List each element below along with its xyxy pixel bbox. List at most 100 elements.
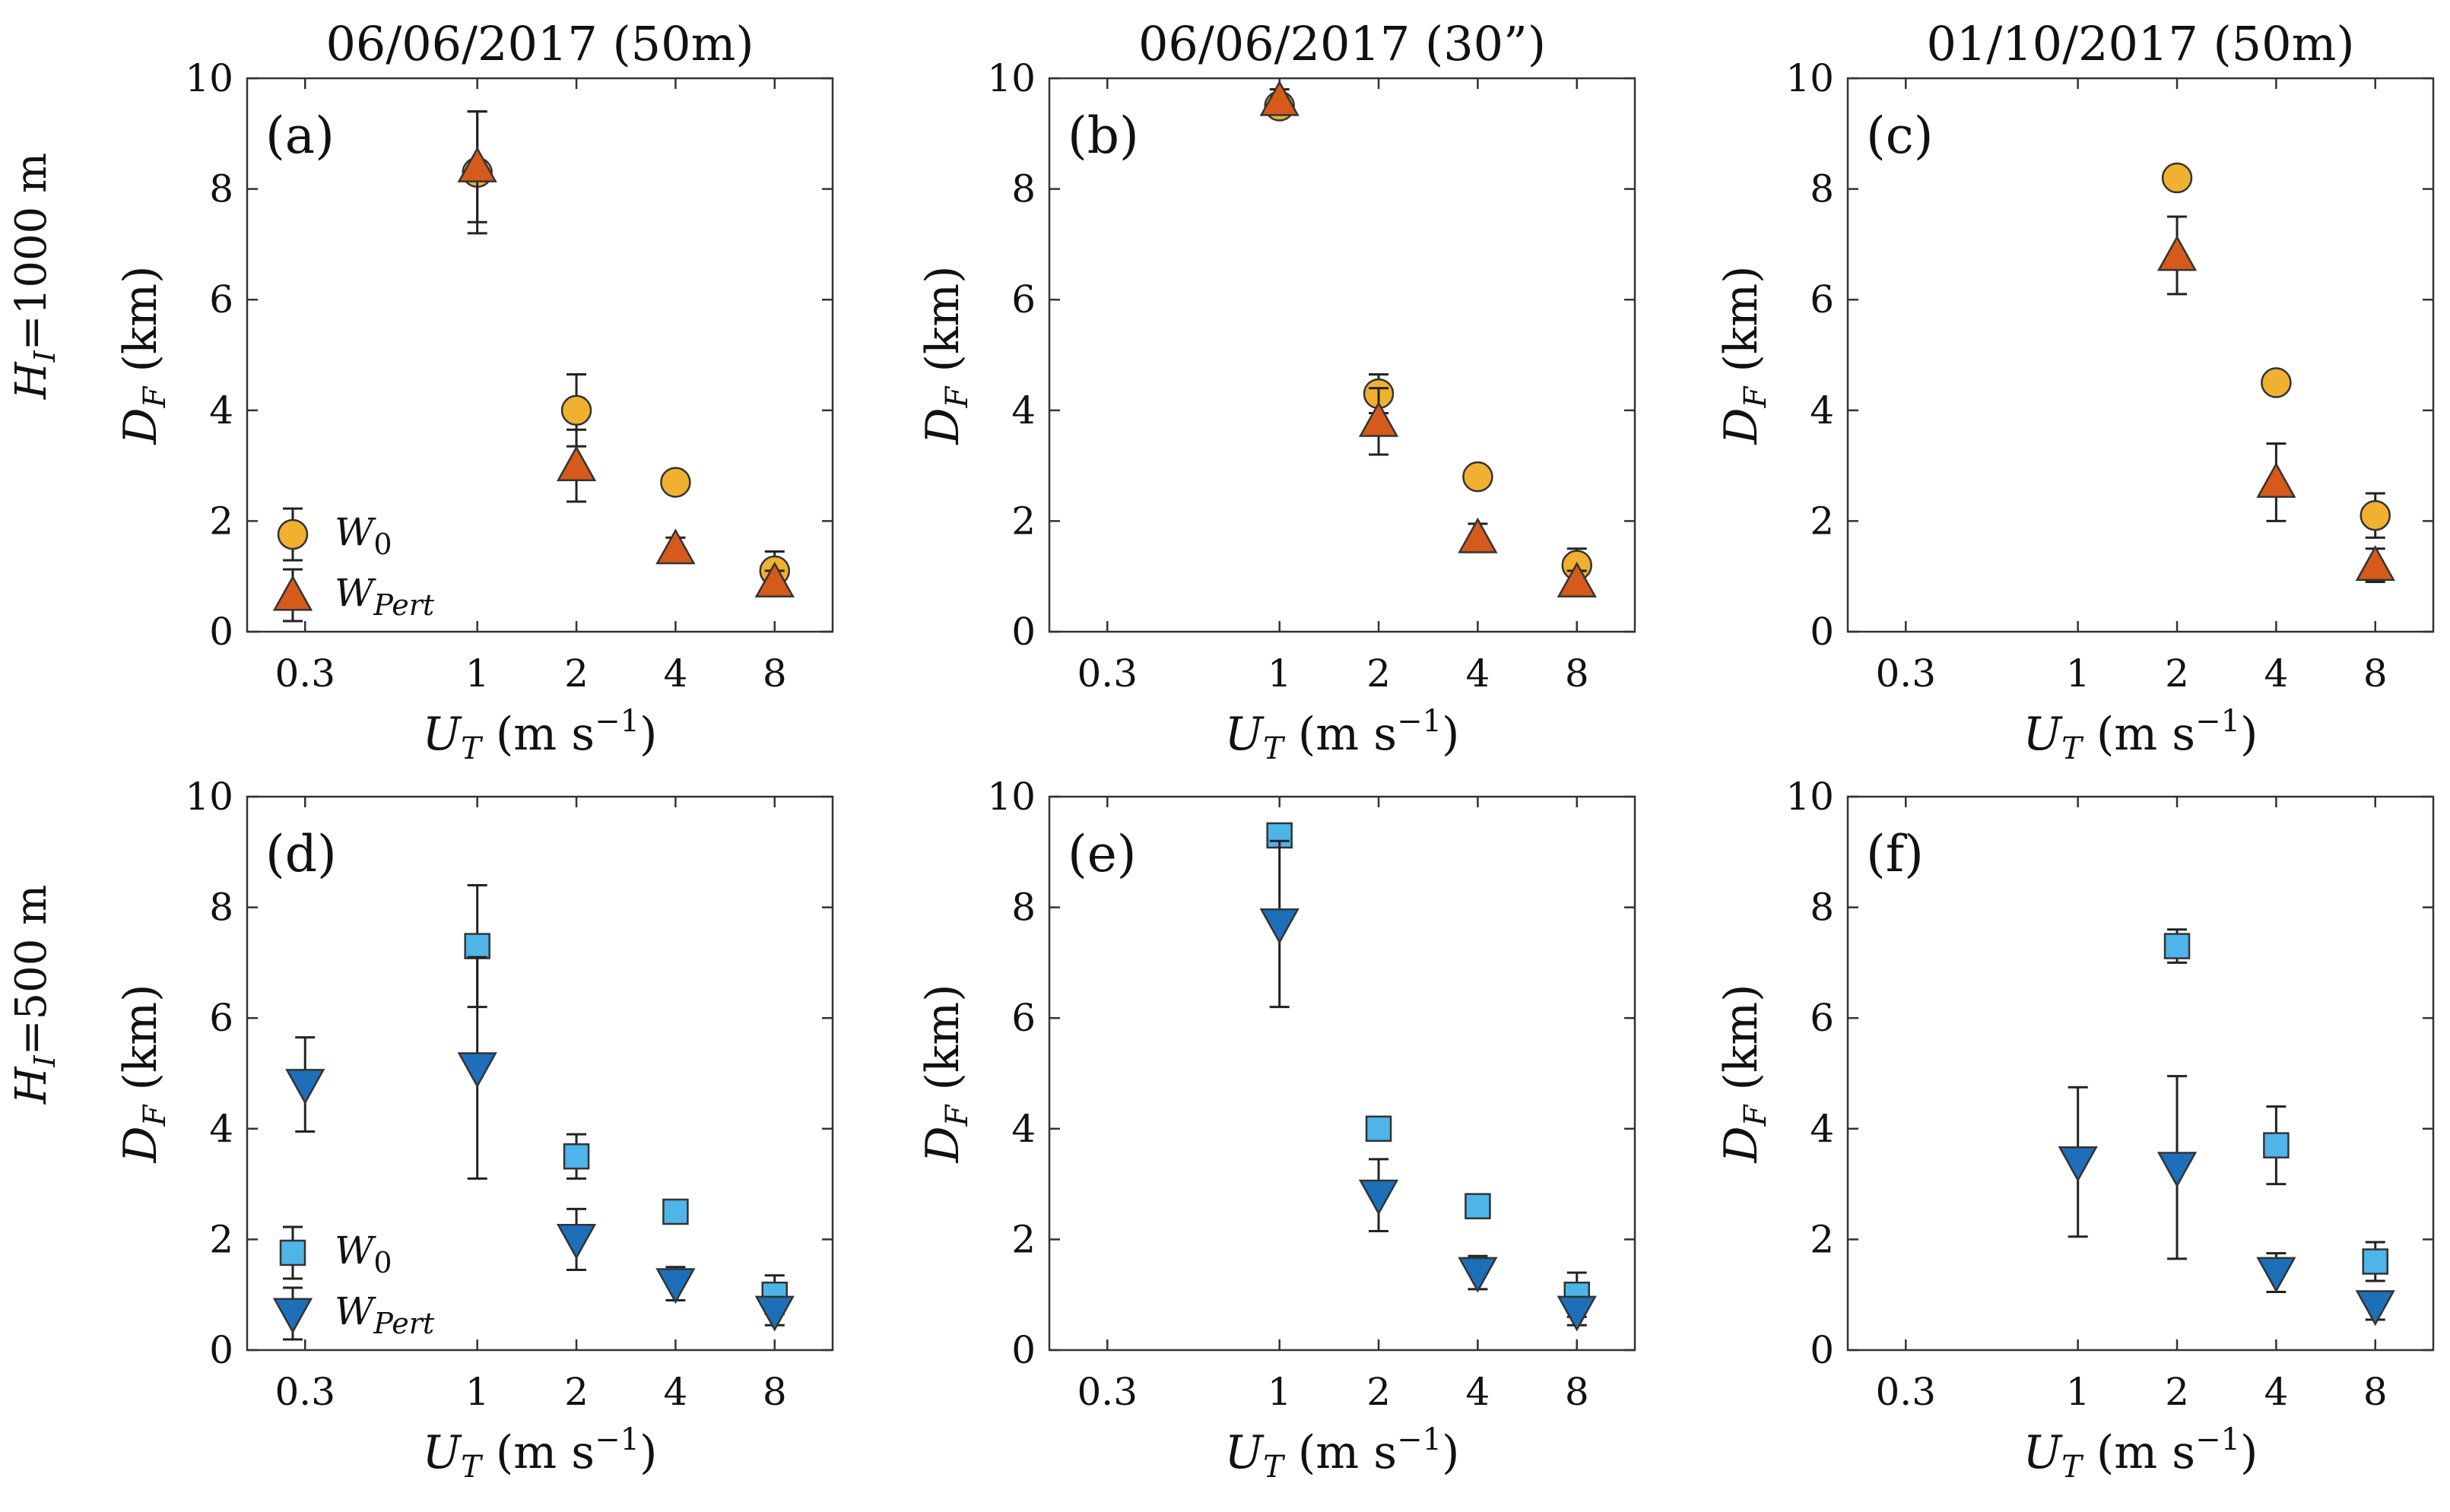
y-axis-label-group: DF (km) [916, 984, 975, 1163]
x-tick-label: 0.3 [275, 651, 335, 696]
panel-label: (f) [1866, 825, 1924, 883]
series-w0 [462, 110, 790, 591]
plot-frame [1846, 77, 2435, 633]
circle-marker [2161, 162, 2193, 194]
x-tick-label: 2 [2165, 651, 2189, 696]
y-tick-label: 4 [1011, 1107, 1036, 1151]
x-tick-label: 2 [1366, 651, 1391, 696]
y-tick-label: 2 [209, 499, 233, 543]
square-marker [2263, 1132, 2290, 1159]
triangle-down-marker [2156, 1152, 2198, 1188]
panel-e: 0 2 4 6 8 10 0.3 1 2 4 8 UT (m s−1) DF (km) (e) [916, 775, 1636, 1485]
column-title: 01/10/2017 (50m) [1926, 16, 2354, 71]
square-marker [464, 933, 490, 959]
plot-frame [246, 795, 834, 1352]
x-axis-label: UT (m s−1) [1225, 1422, 1460, 1485]
y-tick-label: 2 [1810, 1217, 1834, 1261]
x-tick-label: 0.3 [1077, 1370, 1138, 1414]
plot-frame [1846, 795, 2435, 1352]
y-tick-label: 4 [209, 388, 233, 433]
x-tick-label: 4 [663, 1370, 687, 1414]
x-tick-label: 1 [2066, 1370, 2090, 1414]
y-tick-label: 10 [987, 56, 1036, 100]
legend: W0 WPert [272, 507, 435, 623]
triangle-down-marker [2256, 1257, 2296, 1293]
circle-marker [560, 395, 592, 426]
y-axis-label: DF (km) [114, 265, 173, 445]
series-w0 [2163, 928, 2388, 1282]
x-tick-label: 8 [1565, 651, 1589, 696]
plot-frame [1048, 795, 1636, 1352]
x-tick-label: 0.3 [275, 1370, 335, 1414]
y-axis-label-group: DF (km) [916, 265, 975, 445]
y-tick-label: 10 [1785, 56, 1834, 100]
column-title: 06/06/2017 (30”) [1138, 16, 1546, 71]
triangle-up-marker [1259, 80, 1300, 116]
panel-label: (b) [1068, 106, 1139, 165]
series-wpert [1259, 80, 1597, 598]
y-tick-label: 6 [209, 996, 233, 1040]
triangle-up-marker [754, 561, 795, 598]
legend-label-wpert: WPert [335, 1289, 435, 1340]
x-tick-label: 2 [564, 651, 589, 696]
y-axis-label: DF (km) [1715, 984, 1773, 1163]
triangle-down-marker [457, 1052, 497, 1089]
triangle-down-marker [2058, 1146, 2098, 1183]
triangle-down-marker [285, 1069, 325, 1105]
circle-marker [660, 467, 691, 498]
y-axis-label-group: DF (km) [1715, 984, 1773, 1163]
y-axis-label: DF (km) [1715, 265, 1773, 445]
x-axis-label: UT (m s−1) [2023, 1422, 2258, 1485]
x-tick-label: 1 [1268, 1370, 1292, 1414]
square-marker [2163, 933, 2191, 959]
y-axis-label: DF (km) [916, 984, 975, 1163]
panel-label: (a) [265, 106, 335, 165]
x-tick-label: 8 [763, 1370, 787, 1414]
x-tick-label: 8 [2363, 651, 2388, 696]
y-tick-label: 6 [1011, 277, 1036, 322]
series-wpert [1259, 839, 1597, 1332]
triangle-up-marker [2355, 545, 2395, 582]
y-tick-label: 10 [987, 775, 1036, 819]
panel-c: 01/10/2017 (50m) 0 2 4 6 8 10 0.3 1 2 4 8 UT (m s−1)… [1715, 16, 2435, 766]
square-marker [1365, 1115, 1392, 1143]
x-tick-label: 2 [564, 1370, 589, 1414]
series-w0 [2161, 162, 2391, 539]
triangle-up-marker [457, 146, 497, 182]
legend-label-w0: W0 [335, 1228, 392, 1279]
triangle-up-marker [556, 445, 597, 482]
triangle-down-marker [754, 1295, 795, 1332]
series-w0 [1264, 90, 1592, 583]
circle-marker [2261, 367, 2292, 398]
series-wpert [2156, 215, 2395, 583]
plot-frame [246, 77, 834, 633]
legend-label-wpert: WPert [335, 571, 435, 622]
plot-frame [1048, 77, 1636, 633]
x-tick-label: 1 [2066, 651, 2090, 696]
series-wpert [2058, 1075, 2395, 1327]
y-tick-label: 4 [209, 1107, 233, 1151]
triangle-down-marker [2355, 1290, 2395, 1327]
y-tick-label: 4 [1810, 388, 1834, 433]
y-tick-label: 4 [1810, 1107, 1834, 1151]
x-tick-label: 2 [1366, 1370, 1391, 1414]
y-tick-label: 2 [209, 1217, 233, 1261]
row-label-group: HI=500 m [7, 885, 62, 1105]
row-label: HI=1000 m [7, 153, 62, 400]
y-axis-label-group: DF (km) [114, 984, 173, 1163]
panel-f: 0 2 4 6 8 10 0.3 1 2 4 8 UT (m s−1) DF (km) (f) [1715, 775, 2435, 1485]
y-tick-label: 0 [209, 1328, 233, 1372]
x-tick-label: 0.3 [1077, 651, 1138, 696]
x-tick-label: 1 [465, 1370, 490, 1414]
y-tick-label: 2 [1011, 1217, 1036, 1261]
y-tick-label: 0 [1011, 610, 1036, 654]
panel-a: 06/06/2017 (50m) 0 2 4 6 8 10 0.3 1 2 4 8 UT (m s−1)… [114, 16, 834, 766]
series-w0 [1266, 822, 1590, 1318]
triangle-up-marker [1557, 561, 1597, 598]
x-tick-label: 0.3 [1875, 1370, 1936, 1414]
square-marker [563, 1143, 590, 1170]
y-tick-label: 8 [1810, 167, 1834, 211]
triangle-down-marker [556, 1223, 597, 1260]
